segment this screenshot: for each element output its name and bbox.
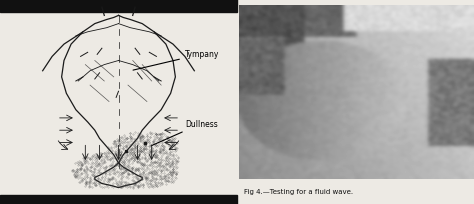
Bar: [0, 0, 237, 13]
Text: Dullness: Dullness: [152, 120, 218, 146]
Text: Fig 2.—Tympany and dullness.: Fig 2.—Tympany and dullness.: [5, 196, 110, 202]
Text: Fig 4.—Testing for a fluid wave.: Fig 4.—Testing for a fluid wave.: [244, 188, 353, 194]
Text: Tympany: Tympany: [133, 50, 219, 71]
Bar: [0, 195, 237, 204]
